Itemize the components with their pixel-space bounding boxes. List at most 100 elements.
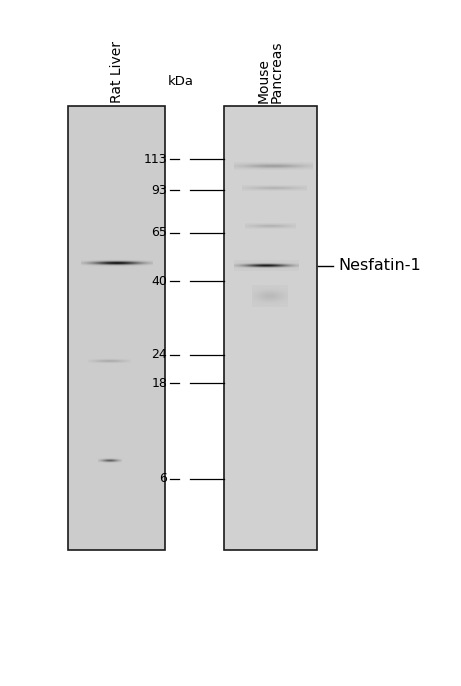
Bar <box>68 450 165 456</box>
Bar <box>68 228 165 234</box>
Bar <box>68 178 165 184</box>
Bar <box>68 189 165 195</box>
Bar <box>68 123 165 128</box>
Bar <box>224 456 317 461</box>
Bar <box>224 112 317 117</box>
Bar <box>68 500 165 506</box>
Bar <box>224 156 317 162</box>
Bar <box>68 250 165 256</box>
Bar <box>224 495 317 500</box>
Bar <box>224 317 317 322</box>
Text: 24: 24 <box>152 348 167 361</box>
Bar <box>68 533 165 539</box>
Bar <box>224 300 317 306</box>
Bar <box>224 445 317 450</box>
Bar <box>224 466 317 472</box>
Text: 18: 18 <box>151 377 167 390</box>
Bar <box>68 506 165 511</box>
Bar <box>224 167 317 173</box>
Bar <box>224 389 317 394</box>
Bar <box>224 295 317 300</box>
Bar <box>68 367 165 372</box>
Bar <box>68 362 165 367</box>
Bar <box>68 272 165 278</box>
Bar <box>68 300 165 306</box>
Bar <box>68 466 165 472</box>
Bar <box>68 344 165 350</box>
Bar <box>68 439 165 445</box>
Bar <box>224 439 317 445</box>
Bar <box>224 228 317 234</box>
Bar <box>68 139 165 145</box>
Bar <box>68 317 165 322</box>
Bar <box>224 106 317 112</box>
Bar <box>224 461 317 466</box>
Bar <box>68 234 165 239</box>
Bar <box>68 134 165 139</box>
Bar <box>68 328 165 333</box>
Bar <box>68 544 165 549</box>
Bar <box>224 184 317 189</box>
Bar <box>68 206 165 211</box>
Bar <box>224 217 317 222</box>
Bar <box>68 222 165 228</box>
Bar <box>224 339 317 344</box>
Bar <box>224 162 317 167</box>
Bar <box>224 344 317 350</box>
Bar <box>68 477 165 483</box>
Text: 113: 113 <box>144 153 167 166</box>
Bar <box>224 211 317 217</box>
Bar <box>224 477 317 483</box>
Bar <box>224 206 317 211</box>
Bar <box>68 495 165 500</box>
Bar <box>68 539 165 544</box>
Bar <box>224 117 317 123</box>
Bar <box>68 472 165 477</box>
Bar <box>68 322 165 328</box>
Bar <box>68 156 165 162</box>
Bar <box>68 295 165 300</box>
Bar <box>68 416 165 422</box>
Bar <box>68 145 165 150</box>
Text: Mouse: Mouse <box>257 58 271 104</box>
Bar <box>224 289 317 295</box>
Bar <box>224 367 317 372</box>
Bar <box>224 311 317 317</box>
Bar <box>68 106 165 549</box>
Bar <box>68 489 165 495</box>
Bar <box>68 217 165 222</box>
Bar <box>224 400 317 405</box>
Bar <box>224 434 317 439</box>
Bar <box>224 362 317 367</box>
Bar <box>224 500 317 506</box>
Bar <box>224 333 317 339</box>
Bar <box>68 106 165 112</box>
Bar <box>68 461 165 466</box>
Bar <box>224 544 317 549</box>
Bar <box>224 539 317 544</box>
Bar <box>224 522 317 528</box>
Bar <box>224 350 317 355</box>
Bar <box>224 267 317 272</box>
Bar <box>68 333 165 339</box>
Bar <box>224 245 317 250</box>
Bar <box>68 278 165 283</box>
Bar <box>68 411 165 416</box>
Bar <box>224 378 317 383</box>
Text: Rat Liver: Rat Liver <box>110 41 124 104</box>
Bar <box>68 173 165 178</box>
Bar <box>68 483 165 489</box>
Bar <box>68 200 165 206</box>
Bar <box>224 411 317 416</box>
Text: Nesfatin-1: Nesfatin-1 <box>338 259 421 273</box>
Bar <box>224 483 317 489</box>
Bar <box>68 517 165 522</box>
Bar <box>224 256 317 261</box>
Bar <box>68 239 165 245</box>
Bar <box>224 517 317 522</box>
Bar <box>68 283 165 289</box>
Bar <box>224 150 317 156</box>
Bar <box>224 173 317 178</box>
Bar <box>224 250 317 256</box>
Bar <box>224 489 317 495</box>
